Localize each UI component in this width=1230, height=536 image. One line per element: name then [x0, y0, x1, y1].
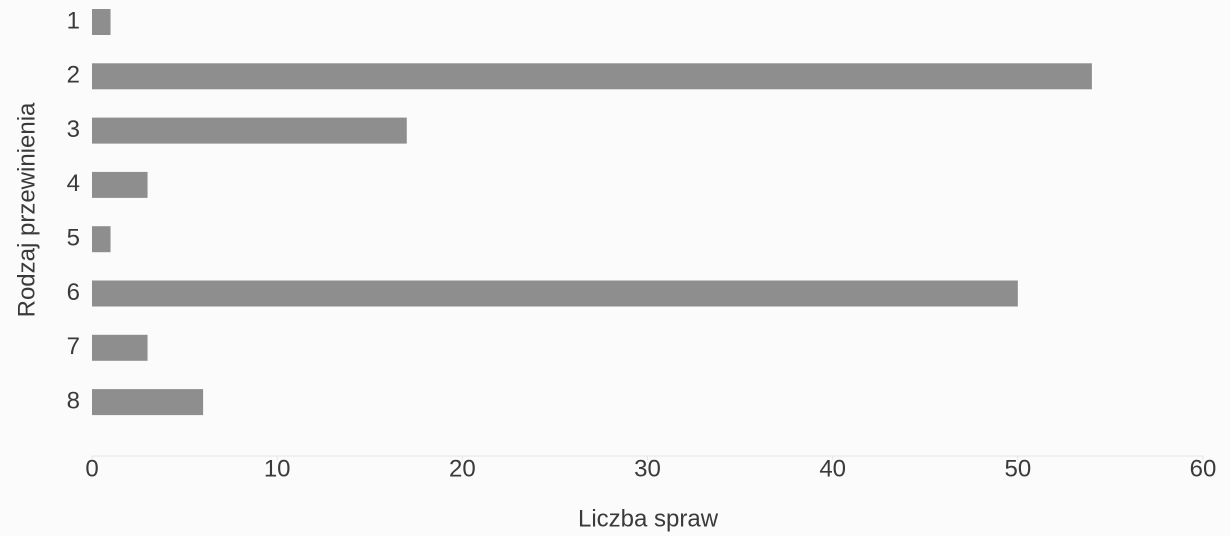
bar: [92, 226, 111, 253]
y-tick-label: 1: [67, 7, 80, 34]
y-tick-label: 4: [67, 170, 80, 197]
x-axis-title: Liczba spraw: [578, 505, 719, 532]
bar: [92, 63, 1092, 90]
bar: [92, 117, 407, 144]
bar: [92, 389, 204, 416]
y-axis-title: Rodzaj przewinienia: [13, 102, 40, 317]
bar: [92, 9, 111, 35]
bar: [92, 280, 1018, 307]
y-tick-label: 5: [67, 225, 80, 252]
y-tick-label: 3: [67, 116, 80, 143]
bar: [92, 171, 148, 198]
y-tick-label: 6: [67, 279, 80, 306]
y-tick-label: 8: [67, 387, 80, 414]
y-tick-label: 7: [67, 333, 80, 360]
x-tick-label: 0: [85, 455, 98, 482]
bar: [92, 334, 148, 361]
y-tick-label: 2: [67, 62, 80, 89]
